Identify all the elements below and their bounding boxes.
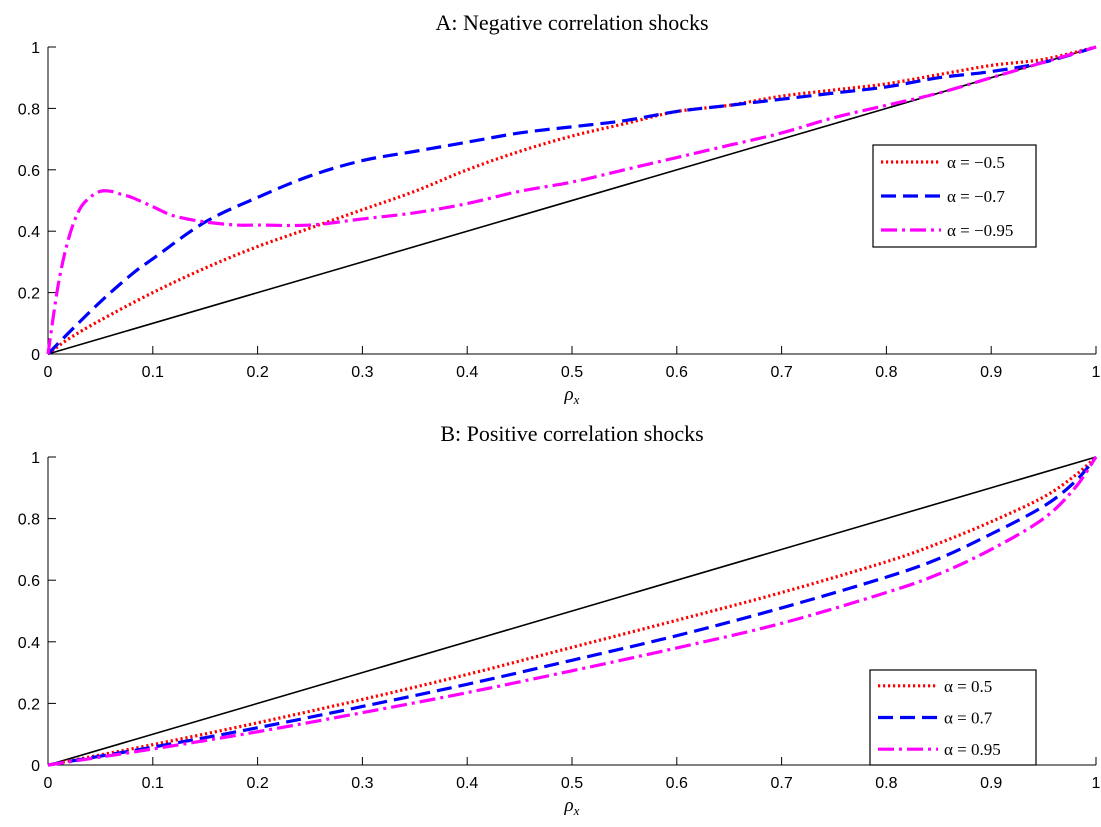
- y-tick-label: 0.6: [18, 163, 40, 180]
- x-tick-label: 0.1: [142, 775, 164, 792]
- y-tick-label: 0: [31, 347, 40, 364]
- x-tick-label: 0.6: [666, 364, 688, 381]
- y-tick-label: 0.2: [18, 696, 40, 713]
- x-tick-label: 0.8: [875, 364, 897, 381]
- series-line-3: [46, 45, 1097, 355]
- x-tick-label: 0.3: [351, 775, 373, 792]
- x-tick-label: 0.4: [456, 364, 478, 381]
- x-axis-label: ρx: [564, 384, 580, 407]
- chart-title: A: Negative correlation shocks: [435, 10, 708, 35]
- y-tick-label: 0.8: [18, 512, 40, 529]
- x-tick-label: 1: [1092, 775, 1101, 792]
- legend: α = −0.5 α = −0.7 α = −0.95: [872, 144, 1037, 248]
- y-tick-label: 1: [31, 450, 40, 467]
- legend-box: [869, 669, 1037, 766]
- legend-label-2: α = 0.7: [944, 709, 993, 728]
- x-tick-label: 0.6: [666, 775, 688, 792]
- y-tick-label: 0: [31, 758, 40, 775]
- x-tick-label: 0.2: [246, 364, 268, 381]
- series-line-1: [47, 45, 1097, 356]
- x-tick-label: 0.9: [980, 364, 1002, 381]
- y-tick-label: 0.8: [18, 101, 40, 118]
- legend-label-1: α = 0.5: [944, 677, 992, 696]
- x-tick-label: 0.8: [875, 775, 897, 792]
- x-tick-label: 0.2: [246, 775, 268, 792]
- x-tick-label: 0: [44, 775, 53, 792]
- x-axis-label: ρx: [564, 795, 580, 818]
- chart-panel-b: B: Positive correlation shocks 0 0.1 0.2 0.3…: [18, 421, 1101, 818]
- y-tick-label: 0.4: [18, 635, 40, 652]
- series-line-2: [46, 45, 1097, 356]
- y-tick-label: 0.4: [18, 224, 40, 241]
- x-tick-label: 0: [44, 364, 53, 381]
- x-tick-label: 1: [1092, 364, 1101, 381]
- legend: α = 0.5 α = 0.7 α = 0.95: [869, 669, 1037, 766]
- series-line-2: [47, 455, 1098, 767]
- reference-line-45deg: [47, 456, 1097, 766]
- legend-box: [872, 144, 1037, 248]
- x-tick-label: 0.5: [561, 364, 583, 381]
- series-line-1: [47, 455, 1098, 767]
- chart-title: B: Positive correlation shocks: [440, 421, 703, 446]
- y-tick-label: 0.2: [18, 286, 40, 303]
- legend-label-3: α = −0.95: [947, 221, 1013, 240]
- y-tick-label: 1: [31, 40, 40, 57]
- x-tick-label: 0.7: [770, 364, 792, 381]
- x-tick-label: 0.3: [351, 364, 373, 381]
- legend-label-2: α = −0.7: [947, 187, 1005, 206]
- x-tick-label: 0.5: [561, 775, 583, 792]
- series-line-3: [47, 456, 1098, 767]
- legend-label-1: α = −0.5: [947, 153, 1005, 172]
- x-tick-label: 0.7: [770, 775, 792, 792]
- x-tick-label: 0.4: [456, 775, 478, 792]
- chart-panel-a: A: Negative correlation shocks 0 0.1 0.2 0.3…: [18, 10, 1101, 407]
- legend-label-3: α = 0.95: [944, 740, 1001, 759]
- x-tick-label: 0.1: [142, 364, 164, 381]
- y-tick-label: 0.6: [18, 573, 40, 590]
- x-tick-label: 0.9: [980, 775, 1002, 792]
